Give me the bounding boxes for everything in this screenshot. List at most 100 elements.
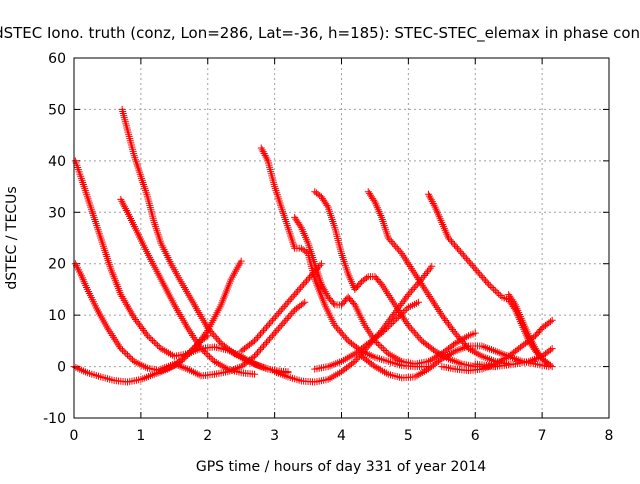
- data-point-marker: [283, 315, 291, 323]
- data-point-marker: [389, 318, 397, 326]
- data-point-marker: [399, 298, 407, 306]
- x-tick-label: 0: [70, 428, 79, 444]
- data-point-marker: [488, 284, 496, 291]
- data-point-marker: [301, 298, 309, 306]
- data-point-marker: [329, 299, 337, 307]
- data-point-marker: [477, 272, 485, 280]
- series-arc12: [311, 298, 422, 373]
- data-point-marker: [340, 332, 348, 340]
- data-point-marker: [117, 345, 125, 353]
- data-point-marker: [204, 332, 212, 340]
- data-point-marker: [445, 320, 452, 328]
- series-arc4: [118, 105, 292, 376]
- data-point-marker: [456, 248, 464, 256]
- x-tick-label: 2: [203, 428, 212, 444]
- data-point-marker: [349, 359, 357, 367]
- data-point-marker: [209, 356, 217, 364]
- data-point-marker: [442, 317, 450, 325]
- data-point-marker: [118, 346, 126, 354]
- data-point-marker: [407, 287, 415, 295]
- data-point-marker: [282, 316, 290, 324]
- data-point-marker: [381, 347, 389, 354]
- data-point-marker: [134, 319, 142, 327]
- data-point-marker: [150, 338, 158, 346]
- data-point-marker: [283, 299, 291, 307]
- data-point-marker: [286, 296, 294, 304]
- data-point-marker: [258, 328, 266, 336]
- data-point-marker: [251, 337, 259, 345]
- data-point-marker: [304, 275, 312, 283]
- data-point-marker: [214, 336, 222, 344]
- data-point-marker: [389, 239, 397, 247]
- data-point-marker: [204, 351, 212, 359]
- series-arc11: [271, 262, 436, 386]
- x-tick-label: 7: [538, 428, 547, 444]
- data-point-marker: [204, 324, 212, 332]
- data-point-marker: [428, 262, 436, 270]
- data-point-marker: [399, 308, 407, 316]
- data-point-marker: [451, 329, 459, 337]
- data-point-marker: [299, 300, 307, 308]
- data-point-marker: [439, 313, 447, 321]
- data-point-marker: [376, 330, 384, 338]
- y-tick-label: 10: [48, 308, 66, 324]
- data-point-marker: [543, 359, 551, 367]
- data-point-marker: [252, 351, 260, 359]
- y-tick-label: 60: [48, 51, 66, 67]
- data-point-marker: [177, 356, 185, 364]
- x-tick-label: 1: [136, 428, 145, 444]
- data-point-marker: [180, 353, 188, 361]
- data-point-marker: [465, 258, 473, 266]
- data-point-marker: [199, 346, 207, 354]
- data-point-marker: [268, 316, 276, 324]
- plot-frame: [73, 57, 610, 419]
- data-point-marker: [338, 330, 346, 338]
- data-point-marker: [140, 326, 148, 334]
- data-point-marker: [276, 308, 284, 316]
- data-point-marker: [294, 287, 302, 295]
- y-tick-label: 20: [48, 257, 66, 273]
- data-point-marker: [288, 309, 296, 317]
- data-point-marker: [216, 338, 224, 346]
- data-point-marker: [205, 353, 213, 361]
- data-point-marker: [459, 338, 467, 346]
- data-point-marker: [453, 244, 461, 252]
- data-point-marker: [490, 285, 498, 293]
- data-point-marker: [468, 261, 476, 269]
- data-point-marker: [187, 347, 195, 354]
- data-point-marker: [416, 335, 424, 343]
- data-point-marker: [351, 357, 359, 365]
- data-point-marker: [277, 321, 285, 329]
- data-point-marker: [400, 296, 408, 304]
- data-point-marker: [381, 326, 389, 334]
- data-point-marker: [343, 335, 351, 343]
- data-point-marker: [210, 331, 218, 339]
- data-point-marker: [443, 318, 451, 326]
- data-point-marker: [207, 354, 215, 362]
- data-point-marker: [175, 357, 183, 365]
- data-point-marker: [548, 316, 556, 324]
- data-point-marker: [456, 334, 464, 342]
- data-point-marker: [265, 335, 273, 343]
- data-point-marker: [179, 354, 187, 362]
- data-point-marker: [376, 342, 384, 350]
- data-point-marker: [122, 349, 130, 357]
- data-point-marker: [184, 350, 192, 358]
- data-point-marker: [285, 297, 293, 305]
- data-point-marker: [474, 268, 482, 276]
- chart-title: dSTEC Iono. truth (conz, Lon=286, Lat=-3…: [0, 24, 640, 43]
- data-point-marker: [127, 354, 135, 362]
- data-point-marker: [496, 292, 504, 300]
- data-point-marker: [445, 234, 452, 242]
- data-point-marker: [398, 300, 406, 308]
- data-point-marker: [295, 285, 303, 293]
- data-point-marker: [352, 356, 360, 364]
- data-point-marker: [257, 330, 265, 338]
- data-point-marker: [483, 279, 491, 287]
- data-point-marker: [413, 332, 421, 340]
- data-point-marker: [270, 315, 278, 323]
- x-tick-label: 4: [337, 428, 346, 444]
- data-point-marker: [267, 333, 275, 341]
- data-point-marker: [404, 291, 412, 299]
